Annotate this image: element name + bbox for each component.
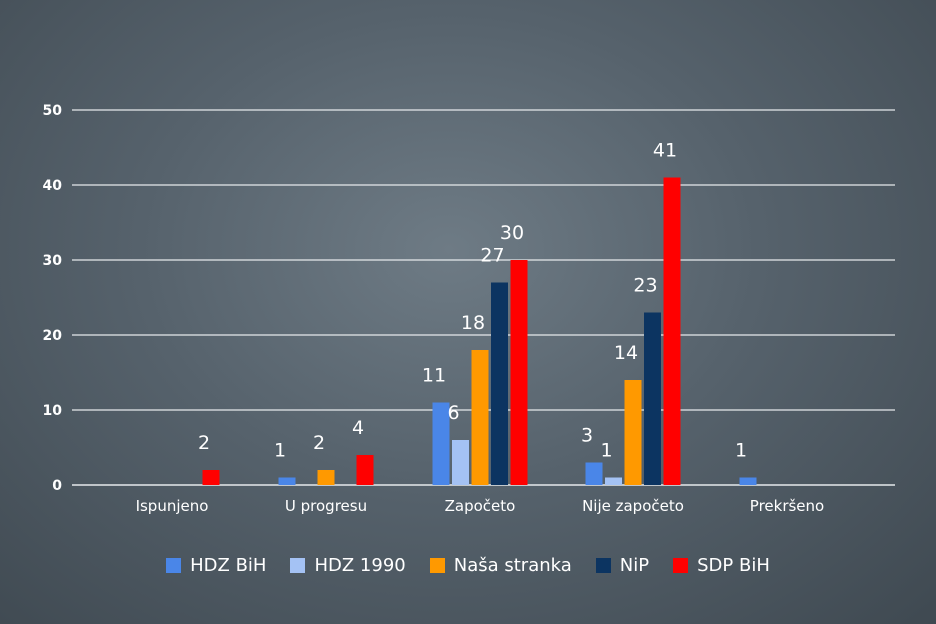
data-label: 4 — [352, 417, 364, 439]
y-tick-label: 20 — [43, 328, 63, 344]
data-label: 3 — [581, 425, 593, 447]
data-label: 18 — [461, 312, 485, 334]
legend-label: HDZ BiH — [190, 554, 267, 576]
bar — [663, 177, 681, 485]
y-tick-label: 50 — [43, 103, 63, 119]
bar — [624, 380, 642, 485]
legend-item: HDZ BiH — [166, 555, 266, 576]
y-tick-label: 10 — [43, 403, 63, 419]
data-label: 6 — [447, 402, 459, 424]
x-axis: Ispunjeno U progresu Započeto Nije započeto… — [136, 497, 825, 515]
bar — [356, 455, 374, 485]
legend-swatch — [673, 557, 689, 573]
bar — [432, 402, 450, 485]
legend-item: Naša stranka — [429, 554, 572, 576]
data-label: 1 — [600, 440, 612, 462]
bar — [491, 282, 508, 485]
legend-swatch — [290, 557, 306, 573]
legend-label: Naša stranka — [453, 554, 572, 576]
gridlines — [72, 109, 895, 486]
legend-swatch — [429, 557, 445, 573]
data-label: 41 — [653, 140, 677, 162]
bar — [452, 440, 469, 485]
legend-label: NiP — [619, 554, 650, 576]
bar — [317, 470, 335, 485]
x-tick-label: Započeto — [445, 497, 516, 515]
bars — [202, 177, 757, 485]
legend-label: HDZ 1990 — [314, 554, 406, 576]
bar — [471, 350, 489, 485]
data-label: 2 — [313, 432, 325, 454]
bar — [739, 477, 757, 485]
data-label: 14 — [614, 342, 638, 364]
x-tick-label: Ispunjeno — [136, 497, 209, 515]
bar — [585, 462, 603, 485]
data-label: 23 — [633, 275, 657, 297]
y-tick-label: 40 — [43, 178, 63, 194]
data-label: 1 — [274, 440, 286, 462]
legend-item: HDZ 1990 — [290, 554, 406, 576]
data-label: 27 — [480, 245, 504, 267]
data-label: 1 — [735, 440, 747, 462]
x-tick-label: U progresu — [285, 497, 367, 515]
legend-label: SDP BiH — [697, 554, 770, 576]
bar — [510, 260, 528, 485]
x-tick-label: Nije započeto — [582, 497, 684, 515]
legend-item: NiP — [595, 554, 650, 576]
legend-swatch — [595, 557, 611, 573]
y-tick-label: 30 — [43, 253, 63, 269]
data-label: 30 — [500, 222, 524, 244]
bar — [202, 470, 220, 485]
x-tick-label: Prekršeno — [750, 497, 824, 515]
legend-item: SDP BiH — [673, 555, 770, 576]
bar — [644, 312, 661, 485]
y-tick-label: 0 — [52, 478, 62, 494]
y-axis: 0 10 20 30 40 50 — [43, 103, 63, 494]
data-label: 11 — [422, 365, 446, 387]
data-label: 2 — [198, 432, 210, 454]
bar — [278, 477, 296, 485]
legend-swatch — [166, 557, 182, 573]
bar — [605, 477, 622, 485]
legend: HDZ BiH HDZ 1990 Naša stranka NiP SDP BiH — [0, 552, 936, 578]
